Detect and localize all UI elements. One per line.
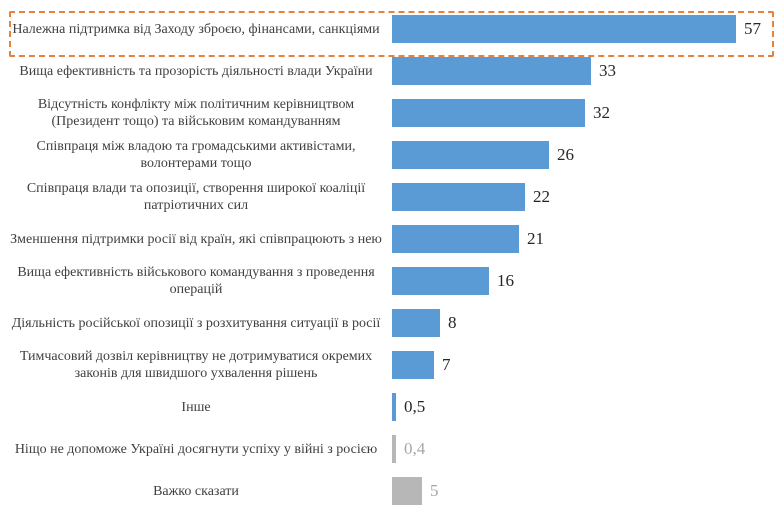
bar-row: Важко сказати 5 [0, 477, 780, 505]
bar-row: Співпраця між владою та громадськими акт… [0, 139, 780, 171]
bar [392, 435, 396, 463]
value-label: 7 [442, 355, 451, 374]
bar [392, 393, 396, 421]
category-label: Ніщо не допоможе Україні досягнути успіх… [14, 441, 378, 457]
category-label: Належна підтримка від Заходу зброєю, фін… [12, 21, 380, 37]
bar [392, 183, 525, 211]
bar [392, 309, 440, 337]
bar-row: Належна підтримка від Заходу зброєю, фін… [0, 15, 780, 43]
category-label: Зменшення підтримки росії від країн, які… [10, 231, 382, 247]
bar-row: Співпраця влади та опозиції, створення ш… [0, 181, 780, 213]
bar-row: Тимчасовий дозвіл керівництву не дотриму… [0, 349, 780, 381]
bar [392, 225, 519, 253]
category-label: Важко сказати [153, 483, 239, 499]
category-label: Тимчасовий дозвіл керівництву не дотриму… [19, 349, 373, 381]
bar-row: Вища ефективність військового командуван… [0, 265, 780, 297]
bar [392, 141, 549, 169]
bar [392, 351, 434, 379]
value-label: 8 [448, 313, 457, 332]
value-label: 0,4 [404, 439, 426, 458]
value-label: 26 [557, 145, 574, 164]
category-label: Співпраця влади та опозиції, створення ш… [26, 181, 366, 213]
value-label: 5 [430, 481, 439, 500]
category-label: Вища ефективність військового командуван… [17, 265, 375, 297]
category-label: Вища ефективність та прозорість діяльнос… [19, 63, 373, 79]
bar [392, 477, 422, 505]
category-label: Відсутність конфлікту між політичним кер… [37, 97, 355, 129]
bar-row: Інше 0,5 [0, 393, 780, 421]
category-label: Співпраця між владою та громадськими акт… [36, 139, 356, 171]
bar-row: Відсутність конфлікту між політичним кер… [0, 97, 780, 129]
bar-row: Ніщо не допоможе Україні досягнути успіх… [0, 435, 780, 463]
bar [392, 15, 736, 43]
bar-row: Діяльність російської опозиції з розхиту… [0, 309, 780, 337]
value-label: 21 [527, 229, 544, 248]
bar [392, 267, 489, 295]
highlight-box [9, 11, 774, 57]
bar-row: Вища ефективність та прозорість діяльнос… [0, 57, 780, 85]
value-label: 0,5 [404, 397, 426, 416]
value-label: 33 [599, 61, 616, 80]
bar [392, 57, 591, 85]
value-label: 32 [593, 103, 610, 122]
value-label: 22 [533, 187, 550, 206]
category-label: Інше [181, 399, 211, 415]
category-label: Діяльність російської опозиції з розхиту… [11, 315, 381, 331]
value-label: 57 [744, 19, 761, 38]
bar-row: Зменшення підтримки росії від країн, які… [0, 225, 780, 253]
bar [392, 99, 585, 127]
value-label: 16 [497, 271, 514, 290]
